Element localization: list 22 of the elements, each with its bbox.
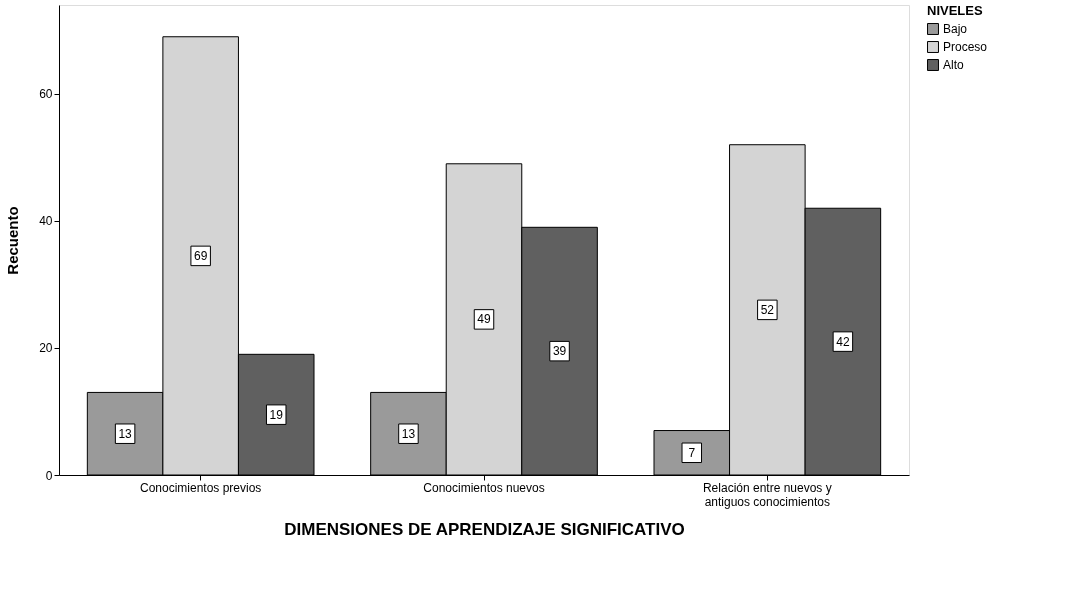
y-tick-label: 40 — [39, 214, 53, 229]
data-label: 19 — [269, 407, 284, 422]
y-axis-title: Recuento — [4, 206, 22, 275]
data-label: 42 — [836, 334, 850, 349]
y-tick-label: 60 — [39, 87, 53, 102]
legend-label: Bajo — [943, 22, 968, 36]
legend-label: Proceso — [943, 40, 988, 54]
data-label: 52 — [760, 302, 775, 317]
x-tick-label: Conocimientos nuevos — [423, 480, 545, 495]
legend-label: Alto — [943, 58, 964, 72]
data-label: 49 — [477, 312, 491, 327]
data-label: 13 — [118, 426, 133, 441]
y-tick-label: 0 — [45, 468, 53, 483]
x-axis-title: DIMENSIONES DE APRENDIZAJE SIGNIFICATIVO — [284, 519, 685, 539]
legend-title: NIVELES — [927, 3, 983, 18]
x-tick-label: Relación entre nuevos y antiguos conocimientos — [702, 480, 832, 509]
data-label: 39 — [552, 344, 567, 359]
data-label: 7 — [688, 445, 696, 460]
y-tick-label: 20 — [39, 341, 53, 356]
x-tick-label: Conocimientos previos — [139, 480, 262, 495]
data-label: 69 — [193, 248, 208, 263]
data-label: 13 — [401, 426, 416, 441]
